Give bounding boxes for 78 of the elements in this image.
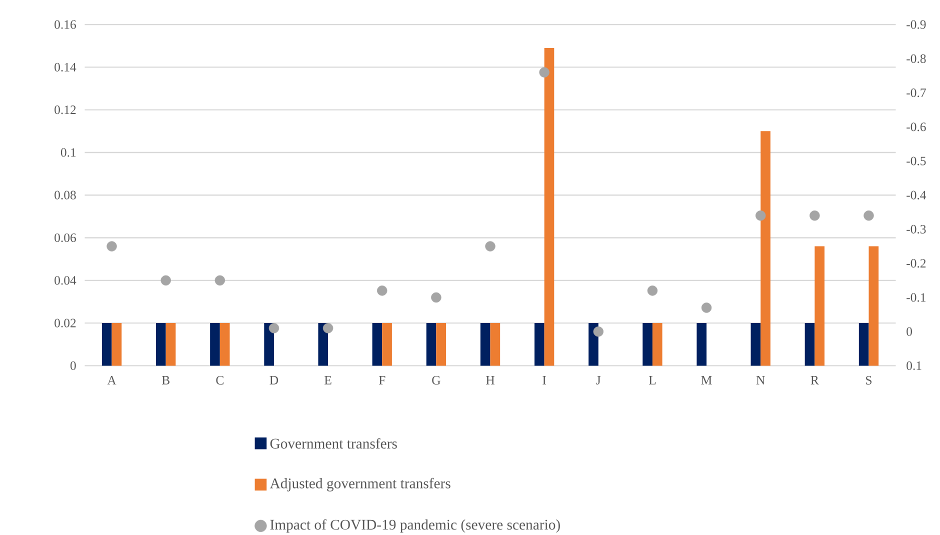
bar [760, 131, 770, 366]
y-tick-label: 0.04 [54, 276, 76, 285]
bar [642, 323, 652, 366]
bar [696, 323, 707, 366]
bar [166, 323, 176, 366]
point [214, 275, 226, 286]
bar [858, 323, 869, 366]
x-tick-label: C [216, 376, 224, 385]
bar [652, 323, 662, 366]
y2-tick-label: -0.2 [906, 259, 926, 268]
x-tick-label: D [270, 376, 278, 385]
bar [382, 323, 392, 366]
point [810, 210, 820, 221]
bar [868, 246, 879, 366]
point [268, 323, 280, 334]
point [701, 302, 712, 313]
point [647, 286, 658, 296]
point [322, 323, 334, 334]
y-tick-label: 0.02 [54, 318, 76, 328]
bar [426, 323, 436, 366]
point [864, 210, 874, 221]
x-tick-label: E [324, 376, 332, 384]
y2-tick-label: 0.1 [906, 361, 922, 370]
y2-tick-label: -0.6 [906, 122, 926, 132]
x-tick-label: R [810, 376, 819, 384]
point [431, 292, 442, 303]
y-tick-label: 0.1 [60, 148, 76, 157]
y-tick-label: 0.12 [54, 106, 76, 114]
x-tick-label: A [107, 376, 116, 385]
y-tick-label: 0.06 [54, 234, 76, 242]
bar [318, 323, 328, 366]
bar [490, 323, 500, 366]
legend-label: Impact of COVID-19 pandemic (severe scenario) [270, 519, 560, 533]
y2-tick-label: -0.5 [906, 156, 926, 166]
y-tick-label: 0 [70, 362, 76, 370]
x-tick-label: S [866, 376, 872, 385]
x-tick-label: M [701, 376, 712, 384]
bar [814, 246, 825, 366]
point [106, 241, 117, 252]
y2-tick-label: -0.1 [906, 293, 926, 302]
bar [804, 323, 815, 366]
x-tick-label: L [648, 376, 656, 384]
point [377, 286, 388, 296]
bar [264, 323, 274, 366]
point [539, 67, 550, 78]
point [593, 326, 604, 337]
y-tick-label: 0.08 [54, 190, 76, 200]
y2-tick-label: -0.3 [906, 225, 926, 234]
y2-tick-label: -0.4 [906, 190, 926, 200]
bar [102, 323, 112, 366]
bar [112, 323, 122, 366]
bar [534, 323, 544, 366]
legend-label: Government transfers [270, 438, 397, 449]
y2-tick-label: -0.7 [906, 88, 926, 98]
bar [210, 323, 220, 366]
bar [156, 323, 166, 366]
bar [480, 323, 490, 366]
x-tick-label: N [756, 376, 765, 384]
x-tick-label: J [596, 376, 601, 385]
y-tick-label: 0.14 [54, 62, 76, 72]
bar [436, 323, 446, 366]
x-tick-label: G [432, 376, 440, 385]
point [755, 210, 766, 221]
y2-tick-label: -0.8 [906, 54, 926, 64]
x-tick-label: H [486, 376, 494, 384]
y-tick-label: 0.16 [54, 20, 76, 29]
x-tick-label: I [542, 376, 546, 384]
y2-tick-label: -0.9 [906, 20, 926, 30]
bar [372, 323, 382, 366]
legend-label: Adjusted government transfers [270, 478, 450, 492]
bar [544, 48, 554, 366]
x-tick-label: F [378, 376, 386, 384]
x-tick-label: B [162, 376, 170, 385]
point [160, 275, 171, 286]
bar [750, 323, 761, 366]
y2-tick-label: 0 [906, 327, 912, 336]
point [485, 241, 496, 252]
bar [220, 323, 230, 366]
